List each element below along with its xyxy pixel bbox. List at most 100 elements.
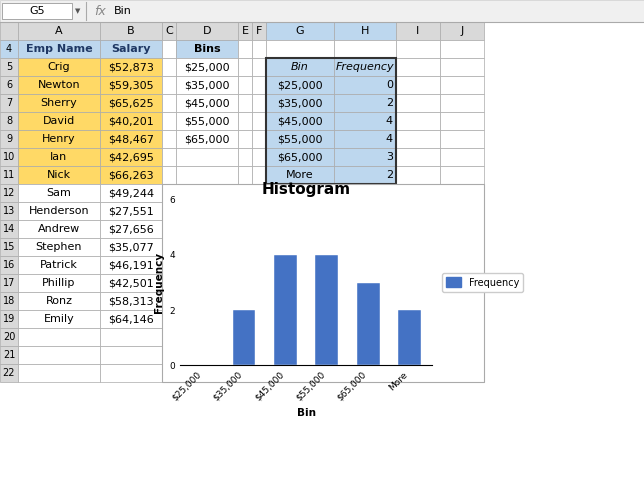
Text: Sam: Sam [46,188,71,198]
Bar [252,40,266,58]
Bar [162,22,176,40]
Bar [396,256,440,274]
Bar [252,22,266,40]
Bar [266,292,334,310]
Y-axis label: Frequency: Frequency [153,252,164,313]
Text: ▼: ▼ [75,8,80,14]
X-axis label: Bin: Bin [297,409,316,418]
Bar [162,220,176,238]
Text: $25,000: $25,000 [277,80,323,90]
Text: F: F [256,26,262,36]
Bar [396,292,440,310]
Bar [100,364,162,382]
Text: 5: 5 [6,62,12,72]
Bar [440,112,484,130]
Bar [440,130,484,148]
Bar [274,255,297,365]
Text: 14: 14 [3,224,15,234]
Bar [100,292,162,310]
Bar [266,58,334,76]
Bar [396,166,440,184]
Bar [0,220,18,238]
Bar [100,202,162,220]
Bar [266,94,334,112]
Bar [396,202,440,220]
Bar [334,328,396,346]
Bar [238,184,252,202]
Bar [440,202,484,220]
Bar [238,238,252,256]
Bar [162,76,176,94]
Text: 2: 2 [386,170,393,180]
Bar [176,76,238,94]
Bar [266,310,334,328]
Text: $35,000: $35,000 [184,80,230,90]
Bar [440,220,484,238]
Bar [238,166,252,184]
Bar [18,130,100,148]
Bar [176,256,238,274]
Bar [334,40,396,58]
Bar [334,310,396,328]
Bar [100,238,162,256]
Bar [266,166,334,184]
Bar [398,310,421,365]
Bar [357,282,379,365]
Bar [334,22,396,40]
Bar [162,310,176,328]
Bar [100,148,162,166]
Bar [176,220,238,238]
Bar [0,112,18,130]
Bar [176,274,238,292]
Bar [396,310,440,328]
Legend: Frequency: Frequency [442,273,523,292]
Bar [440,328,484,346]
Bar [18,22,100,40]
Bar [396,112,440,130]
Bar [440,94,484,112]
Bar [162,94,176,112]
Bar [252,274,266,292]
Bar [252,202,266,220]
Text: 3: 3 [386,152,393,162]
Bar [334,148,396,166]
Text: 18: 18 [3,296,15,306]
Bar [440,292,484,310]
Bar [162,40,176,58]
Text: $55,000: $55,000 [278,134,323,144]
Text: $48,467: $48,467 [108,134,154,144]
Bar [334,274,396,292]
Text: Nick: Nick [47,170,71,180]
Bar [440,166,484,184]
Bar [162,58,176,76]
Bar [100,94,162,112]
Bar [18,220,100,238]
Bar [162,148,176,166]
Text: $42,501: $42,501 [108,278,154,288]
Bar [266,220,334,238]
Bar [334,94,396,112]
Text: $40,201: $40,201 [108,116,154,126]
Bar [0,40,18,58]
Bar [252,310,266,328]
Bar [238,220,252,238]
Text: 6: 6 [6,80,12,90]
Text: 10: 10 [3,152,15,162]
Text: $25,000: $25,000 [184,62,230,72]
Bar [334,166,396,184]
Bar [162,166,176,184]
Bar [334,346,396,364]
Bar [100,40,162,58]
Bar [252,76,266,94]
Text: $42,695: $42,695 [108,152,154,162]
Bar [238,112,252,130]
Text: 21: 21 [3,350,15,360]
Bar [440,256,484,274]
Bar [396,94,440,112]
Text: G: G [296,26,305,36]
Text: C: C [165,26,173,36]
Bar [176,364,238,382]
Bar [238,256,252,274]
Text: 8: 8 [6,116,12,126]
Bar [162,256,176,274]
